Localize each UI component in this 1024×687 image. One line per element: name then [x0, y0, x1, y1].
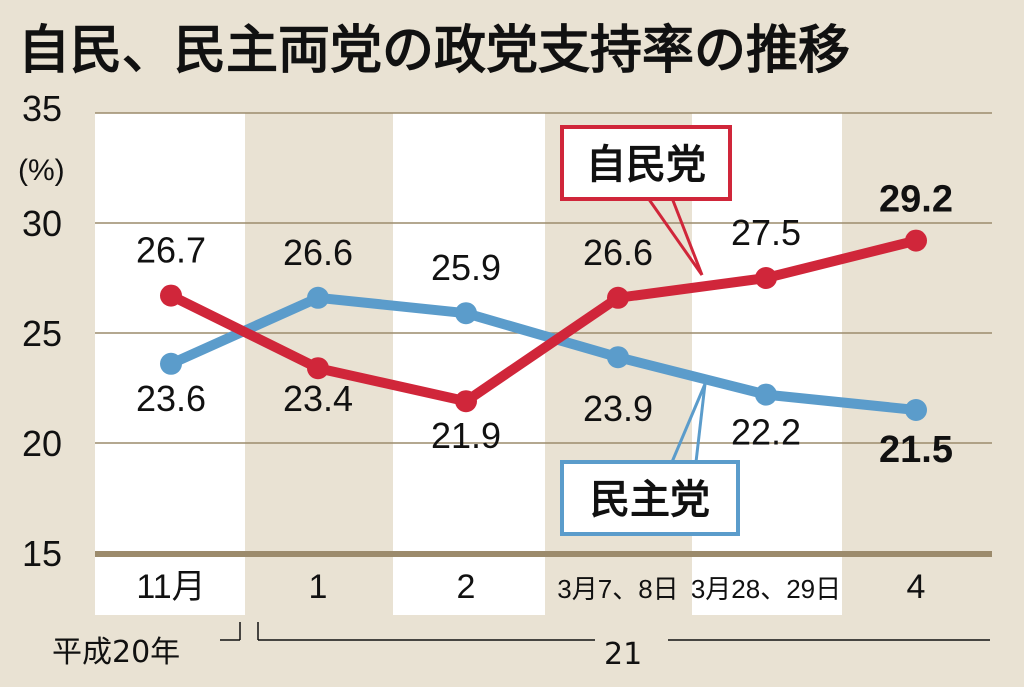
data-label-ldp-4: 26.6: [583, 232, 653, 273]
legend-pointer-ldp-b: [670, 197, 704, 276]
series-points: [160, 229, 927, 421]
legend-box-dpj: [560, 460, 740, 536]
data-label-dpj-3: 25.9: [431, 247, 501, 288]
point-ldp-5: [755, 267, 777, 289]
y-tick-35: 35: [22, 88, 62, 129]
y-tick-30: 30: [22, 203, 62, 244]
y-tick-20: 20: [22, 423, 62, 464]
axis: [95, 551, 992, 641]
x-tick-1: 11月: [136, 568, 205, 606]
point-dpj-2: [307, 286, 329, 309]
legend-label-dpj: 民主党: [590, 477, 710, 523]
legend-pointer-dpj-a: [670, 383, 707, 463]
legend-box-ldp: [560, 125, 732, 201]
data-label-ldp-5: 27.5: [731, 212, 801, 253]
x-tick-3: 2: [457, 568, 476, 606]
y-axis-unit: (%): [18, 154, 65, 187]
x-tick-4: 3月7、8日: [557, 574, 678, 604]
legend-pointer-ldp-a: [646, 197, 704, 276]
x-tick-2: 1: [309, 568, 328, 606]
x-axis-line: [95, 551, 992, 557]
y-tick-25: 25: [22, 313, 62, 354]
point-dpj-6: [905, 399, 927, 421]
chart-title: 自民、民主両党の政党支持率の推移: [18, 21, 850, 81]
data-label-ldp-1: 26.7: [136, 230, 206, 271]
point-ldp-1: [160, 284, 182, 307]
data-label-dpj-2: 26.6: [283, 232, 353, 273]
point-dpj-4: [607, 346, 629, 369]
y-tick-15: 15: [22, 533, 62, 574]
point-dpj-3: [455, 302, 477, 325]
data-label-ldp-3: 21.9: [431, 415, 501, 456]
era-label-2009: 21: [604, 637, 642, 672]
point-ldp-2: [307, 357, 329, 380]
point-dpj-1: [160, 352, 182, 375]
x-tick-labels: 11月 1 2 3月7、8日 3月28、29日 4: [136, 568, 925, 606]
point-ldp-4: [607, 286, 629, 309]
series-line-ldp: [166, 235, 921, 407]
data-label-dpj-1: 23.6: [136, 378, 206, 419]
series-lines: [166, 235, 921, 415]
point-ldp-3: [455, 390, 477, 413]
data-label-dpj-5: 22.2: [731, 412, 801, 453]
data-label-ldp-2: 23.4: [283, 378, 353, 419]
legend-label-ldp: 自民党: [586, 142, 706, 188]
data-label-dpj-4: 23.9: [583, 388, 653, 429]
era-label-2008: 平成20年: [52, 635, 180, 670]
point-ldp-6: [905, 229, 927, 252]
legend-pointer-dpj-b: [694, 383, 707, 463]
era-labels: 平成20年 21: [52, 635, 642, 672]
x-tick-5: 3月28、29日: [691, 574, 841, 604]
x-tick-6: 4: [907, 568, 926, 606]
point-dpj-5: [755, 383, 777, 406]
series-line-dpj: [166, 292, 921, 415]
data-labels: 26.7 23.4 21.9 26.6 27.5 29.2 23.6 26.6 25.9 23.9…: [136, 179, 953, 471]
data-label-ldp-6: 29.2: [879, 179, 953, 221]
y-tick-labels: 15 20 25 30 35: [22, 88, 62, 574]
data-label-dpj-6: 21.5: [879, 429, 953, 471]
